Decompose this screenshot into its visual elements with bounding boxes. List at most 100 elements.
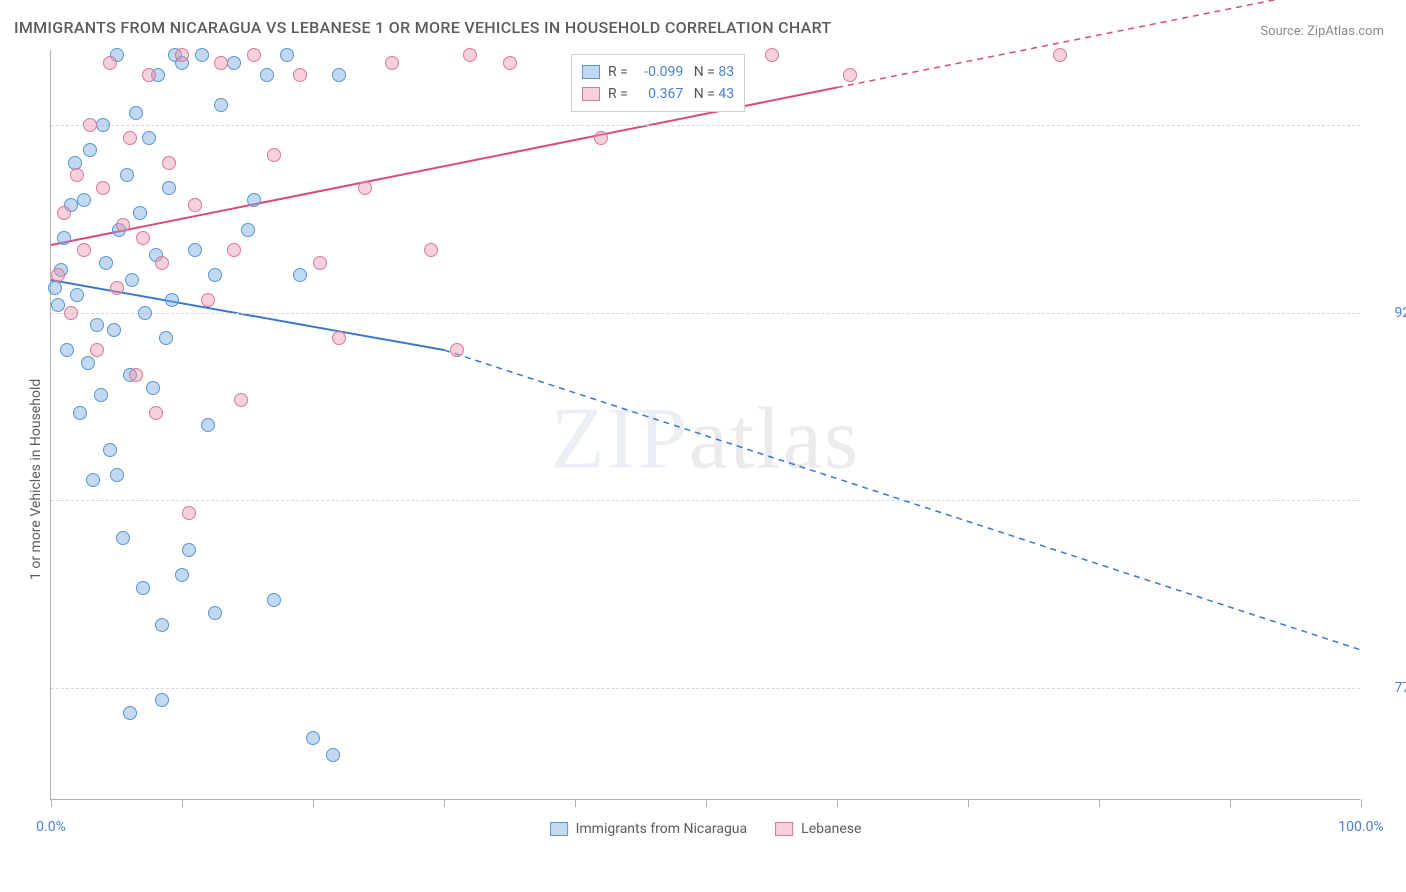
- data-point-nicaragua: [214, 98, 228, 112]
- data-point-nicaragua: [146, 381, 160, 395]
- gridline: [51, 125, 1360, 126]
- data-point-lebanese: [149, 406, 163, 420]
- x-tick: [837, 799, 838, 807]
- data-point-nicaragua: [83, 143, 97, 157]
- data-point-lebanese: [162, 156, 176, 170]
- stats-row-lebanese: R = 0.367 N = 43: [582, 83, 734, 105]
- chart-title: IMMIGRANTS FROM NICARAGUA VS LEBANESE 1 …: [14, 18, 831, 37]
- data-point-nicaragua: [175, 568, 189, 582]
- data-point-nicaragua: [129, 106, 143, 120]
- data-point-nicaragua: [155, 618, 169, 632]
- data-point-nicaragua: [195, 48, 209, 62]
- data-point-lebanese: [51, 268, 65, 282]
- data-point-lebanese: [424, 243, 438, 257]
- data-point-nicaragua: [280, 48, 294, 62]
- data-point-nicaragua: [227, 56, 241, 70]
- data-point-lebanese: [123, 131, 137, 145]
- x-tick-label: 100.0%: [1338, 819, 1383, 835]
- data-point-lebanese: [116, 218, 130, 232]
- stats-text: R = -0.099 N = 83: [608, 64, 734, 80]
- data-point-nicaragua: [90, 318, 104, 332]
- data-point-nicaragua: [155, 693, 169, 707]
- data-point-nicaragua: [188, 243, 202, 257]
- data-point-nicaragua: [123, 706, 137, 720]
- data-point-nicaragua: [60, 343, 74, 357]
- data-point-nicaragua: [293, 268, 307, 282]
- legend-item-lebanese: Lebanese: [775, 821, 861, 837]
- x-tick: [575, 799, 576, 807]
- data-point-lebanese: [96, 181, 110, 195]
- data-point-lebanese: [765, 48, 779, 62]
- data-point-lebanese: [57, 206, 71, 220]
- data-point-nicaragua: [96, 118, 110, 132]
- legend-item-nicaragua: Immigrants from Nicaragua: [550, 821, 748, 837]
- data-point-lebanese: [214, 56, 228, 70]
- data-point-lebanese: [103, 56, 117, 70]
- swatch-lebanese: [775, 822, 793, 836]
- data-point-nicaragua: [73, 406, 87, 420]
- stats-row-nicaragua: R = -0.099 N = 83: [582, 61, 734, 83]
- x-tick: [444, 799, 445, 807]
- data-point-nicaragua: [110, 468, 124, 482]
- data-point-lebanese: [594, 131, 608, 145]
- data-point-nicaragua: [94, 388, 108, 402]
- data-point-nicaragua: [306, 731, 320, 745]
- data-point-nicaragua: [208, 606, 222, 620]
- y-axis-label: 1 or more Vehicles in Household: [28, 379, 44, 580]
- data-point-lebanese: [77, 243, 91, 257]
- data-point-nicaragua: [116, 531, 130, 545]
- source-attribution: Source: ZipAtlas.com: [1260, 24, 1384, 39]
- data-point-lebanese: [201, 293, 215, 307]
- data-point-lebanese: [188, 198, 202, 212]
- data-point-nicaragua: [332, 68, 346, 82]
- data-point-nicaragua: [162, 181, 176, 195]
- data-point-lebanese: [1053, 48, 1067, 62]
- data-point-nicaragua: [77, 193, 91, 207]
- gridline: [51, 688, 1360, 689]
- data-point-lebanese: [175, 48, 189, 62]
- gridline: [51, 313, 1360, 314]
- data-point-nicaragua: [182, 543, 196, 557]
- data-point-lebanese: [358, 181, 372, 195]
- x-tick: [182, 799, 183, 807]
- data-point-lebanese: [843, 68, 857, 82]
- data-point-nicaragua: [165, 293, 179, 307]
- data-point-nicaragua: [201, 418, 215, 432]
- trendline-ext-lebanese: [837, 0, 1361, 88]
- x-tick: [51, 799, 52, 807]
- data-point-lebanese: [90, 343, 104, 357]
- swatch-nicaragua: [582, 65, 600, 79]
- data-point-lebanese: [450, 343, 464, 357]
- gridline: [51, 500, 1360, 501]
- data-point-nicaragua: [86, 473, 100, 487]
- data-point-nicaragua: [99, 256, 113, 270]
- data-point-lebanese: [293, 68, 307, 82]
- data-point-nicaragua: [142, 131, 156, 145]
- data-point-nicaragua: [208, 268, 222, 282]
- x-tick: [1230, 799, 1231, 807]
- data-point-nicaragua: [103, 443, 117, 457]
- data-point-lebanese: [182, 506, 196, 520]
- stats-text: R = 0.367 N = 43: [608, 86, 734, 102]
- swatch-nicaragua: [550, 822, 568, 836]
- data-point-nicaragua: [138, 306, 152, 320]
- data-point-lebanese: [70, 168, 84, 182]
- data-point-nicaragua: [241, 223, 255, 237]
- data-point-nicaragua: [136, 581, 150, 595]
- legend-label: Lebanese: [801, 821, 861, 837]
- data-point-lebanese: [83, 118, 97, 132]
- data-point-lebanese: [227, 243, 241, 257]
- data-point-nicaragua: [260, 68, 274, 82]
- data-point-lebanese: [64, 306, 78, 320]
- data-point-lebanese: [267, 148, 281, 162]
- stats-legend: R = -0.099 N = 83 R = 0.367 N = 43: [571, 54, 745, 112]
- x-tick-label: 0.0%: [36, 819, 66, 835]
- data-point-nicaragua: [57, 231, 71, 245]
- data-point-lebanese: [155, 256, 169, 270]
- x-tick: [968, 799, 969, 807]
- legend-label: Immigrants from Nicaragua: [576, 821, 748, 837]
- data-point-lebanese: [129, 368, 143, 382]
- data-point-nicaragua: [159, 331, 173, 345]
- data-point-lebanese: [234, 393, 248, 407]
- data-point-lebanese: [463, 48, 477, 62]
